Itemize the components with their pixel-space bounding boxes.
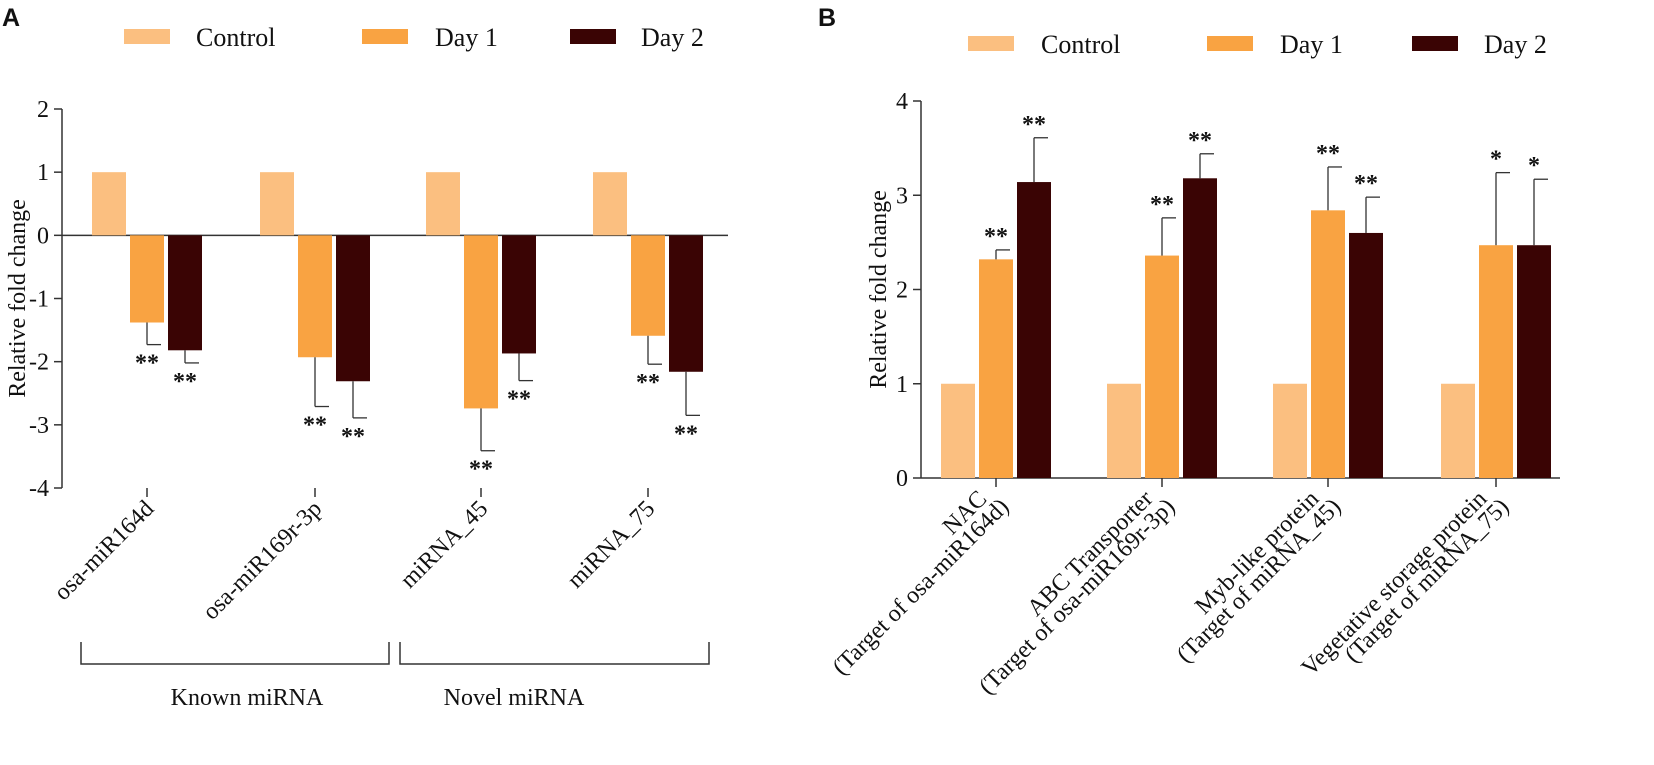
y-tick-label: -3 [29,413,49,439]
bar-day-1-1 [979,259,1013,478]
x-category-sublabel: (Target of miRNA_75) [1340,494,1514,668]
bar-control-3 [426,172,460,236]
bar-day-2-4 [669,235,703,372]
legend-label-day-1: Day 1 [435,23,498,52]
bar-control-4 [1441,383,1475,478]
significance-mark: ** [1316,141,1340,167]
significance-mark: ** [173,369,197,395]
bar-day-2-3 [502,235,536,354]
significance-mark: ** [469,457,493,483]
group-bracket [399,642,710,665]
y-tick-label: 0 [896,466,908,492]
group-label: Novel miRNA [444,685,585,711]
significance-mark: ** [1354,171,1378,197]
bar-control-1 [92,172,126,236]
y-tick-label: 2 [37,97,49,123]
legend-label-control: Control [196,23,275,52]
bar-day-2-3 [1349,232,1383,478]
group-bracket-line [399,642,710,665]
significance-mark: ** [1150,192,1174,218]
significance-mark: ** [507,387,531,413]
legend-swatch-day-2 [570,29,616,44]
y-tick-label: -2 [29,350,49,376]
legend-label-day-1: Day 1 [1280,30,1343,59]
bar-day-1-2 [298,235,332,358]
legend-swatch-day-1 [1207,36,1253,51]
bar-control-1 [941,383,975,478]
panel-b: B Control Day 1 Day 2 4 3 2 1 0 Relative fold ch… [818,4,1560,700]
significance-mark: * [1490,147,1502,173]
legend-swatch-control [124,29,170,44]
panel-b-letter: B [818,4,836,32]
significance-mark: ** [1022,112,1046,138]
bar-day-2-2 [336,235,370,382]
group-bracket [80,642,390,665]
bar-control-2 [1107,383,1141,478]
bar-day-2-4 [1517,245,1551,478]
y-tick-label: 1 [896,372,908,398]
bar-control-2 [260,172,294,236]
panel-a-letter: A [2,4,20,32]
bar-day-1-2 [1145,255,1179,478]
significance-mark: ** [303,413,327,439]
y-tick-label: 0 [37,223,49,249]
x-category-label: miRNA_45 [396,496,494,594]
bar-day-1-3 [464,235,498,409]
bar-day-1-4 [1479,245,1513,478]
y-tick-label: 4 [896,89,908,115]
x-category-label: osa-miR164d [49,496,159,606]
bar-day-2-1 [168,235,202,351]
x-category-sublabel: (Target of osa-miR169r-3p) [974,494,1180,700]
significance-mark: ** [984,224,1008,250]
legend-label-day-2: Day 2 [641,23,704,52]
significance-mark: ** [135,351,159,377]
bar-control-3 [1273,383,1307,478]
y-tick-label: 3 [896,183,908,209]
y-tick-label: -4 [29,476,49,502]
y-tick-label: 1 [37,160,49,186]
y-tick-label: -1 [29,287,49,313]
legend-swatch-day-2 [1412,36,1458,51]
legend-label-control: Control [1041,30,1120,59]
significance-mark: ** [636,370,660,396]
panel-a: A Control Day 1 Day 2 2 1 0 -1 -2 -3 -4 Relative f… [2,4,728,711]
bar-day-1-3 [1311,210,1345,478]
bar-day-2-2 [1183,178,1217,478]
x-category-sublabel: (Target of osa-miR164d) [828,494,1015,681]
bar-control-4 [593,172,627,236]
group-label: Known miRNA [171,685,324,711]
y-axis-title: Relative fold change [5,199,31,398]
y-tick-label: 2 [896,278,908,304]
legend-label-day-2: Day 2 [1484,30,1547,59]
group-bracket-line [80,642,390,665]
legend-swatch-control [968,36,1014,51]
significance-mark: ** [1188,128,1212,154]
bar-day-1-4 [631,235,665,336]
bar-day-2-1 [1017,182,1051,478]
significance-mark: * [1528,153,1540,179]
y-axis-title: Relative fold change [866,190,892,389]
bar-day-1-1 [130,235,164,323]
x-category-label: osa-miR169r-3p [198,496,327,625]
significance-mark: ** [341,424,365,450]
legend-swatch-day-1 [362,29,408,44]
x-category-label: miRNA_75 [563,496,661,594]
significance-mark: ** [674,421,698,447]
